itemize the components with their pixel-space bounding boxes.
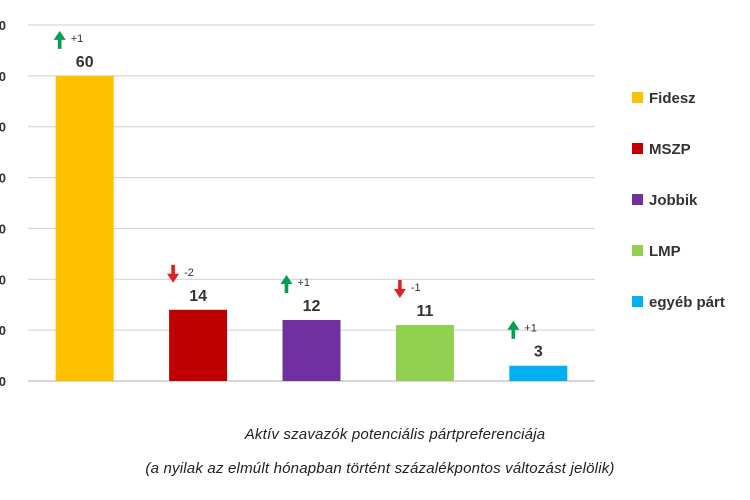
y-axis-tick-labels: 0 10 20 30 40 50 60 70 <box>0 18 6 389</box>
bar-lmp <box>395 325 454 381</box>
y-tick-label: 30 <box>0 221 6 236</box>
legend-swatch <box>632 143 643 154</box>
bar-value-label: 3 <box>534 344 543 361</box>
y-tick-label: 20 <box>0 272 6 287</box>
legend-label: egyéb párt <box>649 294 725 311</box>
y-tick-label: 10 <box>0 323 6 338</box>
change-value-label: -2 <box>184 267 194 279</box>
chart-caption-note: (a nyilak az elmúlt hónapban történt szá… <box>145 460 615 477</box>
arrow-up-icon <box>280 274 293 293</box>
change-indicators: +1 -2 +1 -1 +1 <box>53 30 537 339</box>
bar-egyéb-párt <box>509 365 568 381</box>
chart-bars <box>55 75 568 381</box>
bar-value-label: 60 <box>76 54 94 71</box>
bar-jobbik <box>282 319 341 381</box>
bar-value-label: 11 <box>416 303 433 320</box>
y-tick-label: 70 <box>0 18 6 33</box>
y-tick-label: 60 <box>0 69 6 84</box>
legend-label: LMP <box>649 243 681 260</box>
legend-swatch <box>632 92 643 103</box>
bar-fidesz <box>55 75 114 381</box>
change-value-label: +1 <box>71 33 84 45</box>
bar-chart: 0 10 20 30 40 50 60 70 60 14 12 11 3 +1 -2 +1 -1 +1 Fid… <box>0 18 725 389</box>
legend-label: Jobbik <box>649 192 698 209</box>
change-value-label: +1 <box>524 323 537 335</box>
bar-value-label: 14 <box>189 288 207 305</box>
change-value-label: +1 <box>298 277 311 289</box>
legend-swatch <box>632 194 643 205</box>
legend-label: Fidesz <box>649 90 696 107</box>
bar-mszp <box>169 309 228 381</box>
chart-caption-title: Aktív szavazók potenciális pártpreferenc… <box>244 426 546 443</box>
y-tick-label: 40 <box>0 171 6 186</box>
arrow-up-icon <box>53 30 66 49</box>
bar-data-labels: 60 14 12 11 3 <box>76 54 543 361</box>
legend-label: MSZP <box>649 141 691 158</box>
chart-legend: Fidesz MSZP Jobbik LMP egyéb párt <box>632 90 725 311</box>
bar-value-label: 12 <box>303 298 321 315</box>
arrow-down-icon <box>167 264 180 283</box>
y-tick-label: 0 <box>0 374 6 389</box>
change-value-label: -1 <box>411 282 421 294</box>
legend-swatch <box>632 245 643 256</box>
arrow-down-icon <box>393 280 406 299</box>
legend-swatch <box>632 296 643 307</box>
arrow-up-icon <box>507 320 520 339</box>
y-tick-label: 50 <box>0 120 6 135</box>
